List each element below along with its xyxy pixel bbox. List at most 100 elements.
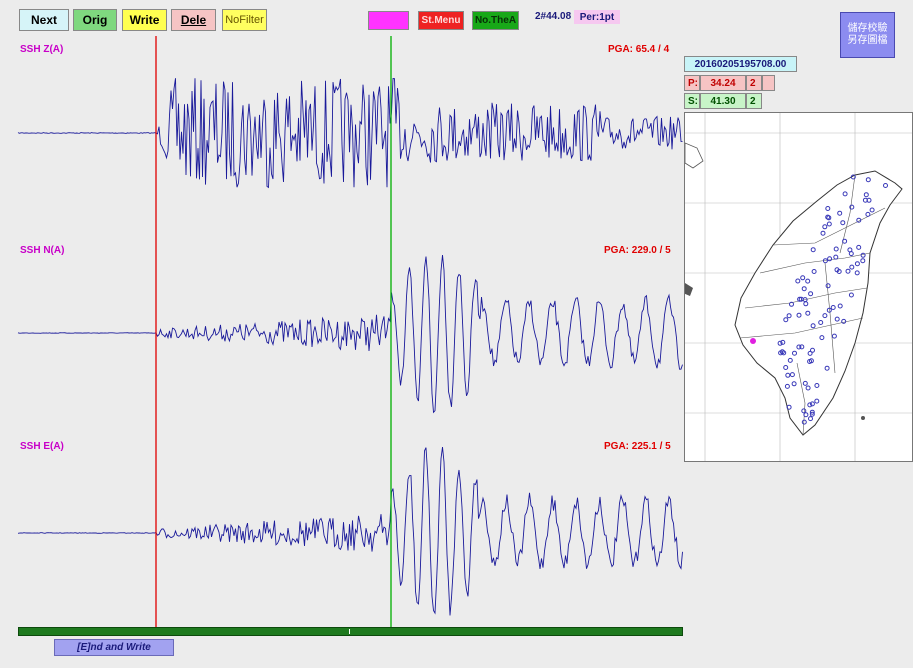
dele-button[interactable]: Dele (171, 9, 216, 31)
station-dot (786, 313, 792, 319)
station-dot (814, 383, 820, 388)
save-image-button[interactable]: 儲存校驗 另存圖檔 (840, 12, 895, 58)
p-value: 34.24 (700, 75, 746, 91)
station-dot (883, 183, 888, 188)
station-dot (810, 347, 815, 353)
station-dot (805, 278, 811, 284)
station-dot (842, 238, 848, 244)
station-dot (840, 220, 846, 226)
station-dot (831, 333, 837, 339)
station-dot (801, 419, 807, 425)
station-dot (787, 357, 793, 363)
pga-label-e: PGA: 225.1 / 5 (604, 441, 671, 452)
no-thea-button[interactable]: No.TheA (472, 11, 519, 30)
station-dot (862, 197, 868, 203)
trace-n-line (17, 255, 683, 414)
station-dot (783, 317, 789, 323)
save-image-line1: 儲存校驗 (847, 23, 888, 34)
waveform-e (17, 446, 683, 616)
s-value: 41.30 (700, 93, 746, 109)
station-dot (799, 344, 805, 350)
p-label: P: (684, 75, 700, 91)
station-dot (825, 206, 831, 211)
station-dot (865, 211, 871, 217)
station-dot (780, 339, 786, 345)
station-dot (825, 283, 831, 289)
station-dot (783, 365, 789, 370)
station-dot (869, 207, 875, 213)
station-dot (789, 301, 794, 307)
station-dot (800, 275, 806, 281)
station-dot (845, 268, 851, 274)
station-dot (786, 404, 792, 410)
station-dot (810, 247, 816, 253)
station-dot (818, 320, 824, 325)
end-and-write-button[interactable]: [E]nd and Write (54, 639, 174, 656)
station-dots (750, 174, 888, 425)
station-dot (822, 258, 828, 264)
selected-station-dot (750, 338, 756, 344)
station-map[interactable] (684, 112, 913, 462)
station-dot (834, 316, 840, 322)
time-readout: 2#44.08 (535, 11, 572, 22)
station-dot (802, 380, 808, 386)
orig-button[interactable]: Orig (73, 9, 117, 31)
pga-label-n: PGA: 229.0 / 5 (604, 245, 671, 256)
station-dot (795, 278, 801, 284)
station-dot (809, 411, 815, 417)
station-dot (847, 247, 853, 253)
station-dot (849, 204, 855, 210)
station-dot (811, 269, 817, 274)
station-dot (856, 244, 862, 250)
write-button[interactable]: Write (122, 9, 167, 31)
trace-e-line (17, 446, 683, 616)
station-dot (777, 340, 783, 346)
station-dot (854, 261, 860, 267)
station-dot (808, 416, 813, 422)
next-button[interactable]: Next (19, 9, 69, 31)
station-dot (837, 210, 843, 216)
station-dot (854, 270, 860, 276)
station-dot (784, 383, 790, 389)
station-dot (808, 291, 814, 297)
station-dot (863, 192, 869, 198)
station-dot (849, 264, 855, 270)
waveform-z (17, 77, 683, 189)
station-dot (860, 252, 866, 258)
waveform-panel[interactable] (0, 0, 684, 640)
station-dot (796, 312, 802, 318)
timeline-marker (349, 629, 350, 634)
s-weight: 2 (746, 93, 762, 109)
station-dot (808, 358, 814, 364)
station-dot (809, 409, 815, 415)
event-button[interactable]: Event (368, 11, 409, 30)
station-dot (841, 318, 847, 324)
station-dot (827, 256, 833, 262)
p-weight: 2 (746, 75, 762, 91)
st-menu-button[interactable]: St.Menu (418, 11, 464, 30)
taiwan-map-svg (685, 113, 912, 461)
event-id: 20160205195708.00 (684, 56, 797, 72)
station-dot (833, 246, 839, 252)
nofilter-button[interactable]: NoFilter (222, 9, 267, 31)
station-dot (837, 303, 843, 309)
station-dot (826, 221, 832, 227)
station-dot (830, 305, 836, 310)
station-dot (820, 230, 826, 236)
station-dot (848, 292, 854, 298)
station-dot (789, 372, 795, 378)
station-dot (805, 385, 811, 391)
station-dot (801, 286, 807, 292)
station-dot (860, 258, 866, 264)
station-dot (807, 402, 813, 408)
station-dot (826, 215, 832, 221)
trace-z-line (17, 77, 683, 189)
station-dot (792, 350, 797, 356)
timeline-bar[interactable] (18, 627, 683, 636)
waveform-n (17, 255, 683, 414)
station-dot (801, 408, 807, 414)
p-extra (762, 75, 775, 91)
station-dot (807, 350, 813, 356)
station-dot (834, 267, 840, 273)
per-readout: Per:1pt (574, 10, 620, 24)
